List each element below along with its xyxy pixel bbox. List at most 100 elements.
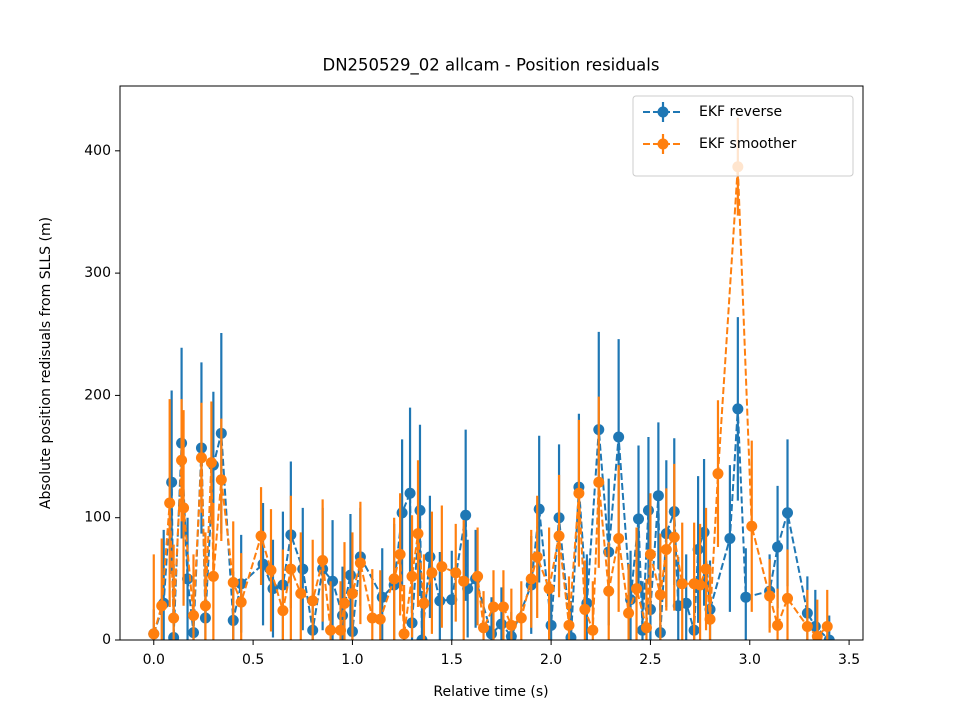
marker: [680, 597, 692, 609]
marker: [164, 497, 176, 509]
marker: [374, 613, 386, 625]
marker: [478, 622, 490, 634]
marker: [317, 555, 329, 567]
marker: [335, 624, 347, 636]
marker: [156, 600, 168, 612]
marker: [205, 457, 217, 469]
marker: [458, 575, 470, 587]
x-axis-label: Relative time (s): [433, 684, 548, 700]
marker: [346, 588, 358, 600]
marker: [652, 490, 664, 502]
x-tick-label: 1.5: [441, 652, 463, 668]
marker: [676, 578, 688, 590]
marker: [215, 474, 227, 486]
marker: [644, 548, 656, 560]
x-tick-label: 3.0: [739, 652, 761, 668]
marker: [388, 573, 400, 585]
marker: [436, 561, 448, 573]
marker: [573, 487, 585, 499]
marker: [668, 531, 680, 543]
marker: [354, 557, 366, 569]
marker: [633, 513, 645, 525]
marker: [587, 624, 599, 636]
marker: [497, 601, 509, 613]
marker: [195, 452, 207, 464]
marker: [398, 628, 410, 640]
marker: [168, 612, 180, 624]
series-line: [152, 166, 828, 638]
marker: [531, 551, 543, 563]
marker: [811, 630, 823, 640]
marker: [188, 610, 200, 622]
marker: [613, 532, 625, 544]
marker: [426, 567, 438, 579]
marker: [704, 613, 716, 625]
marker: [412, 528, 424, 540]
marker: [199, 600, 211, 612]
marker: [700, 563, 712, 575]
marker: [631, 583, 643, 595]
marker: [235, 596, 247, 608]
marker: [515, 612, 527, 624]
marker: [450, 567, 462, 579]
y-tick-label: 100: [84, 510, 111, 526]
x-tick-label: 0.0: [143, 652, 165, 668]
marker: [297, 563, 309, 575]
marker: [227, 577, 239, 589]
marker: [285, 563, 297, 575]
marker: [207, 570, 219, 582]
marker: [166, 476, 178, 488]
marker: [821, 621, 833, 633]
marker: [724, 532, 736, 544]
legend-label: EKF reverse: [699, 104, 782, 120]
marker: [694, 579, 706, 591]
marker: [603, 585, 615, 597]
legend-marker: [657, 106, 669, 118]
marker: [394, 548, 406, 560]
x-tick-label: 2.0: [540, 652, 562, 668]
legend: EKF reverse EKF smoother: [632, 95, 854, 177]
marker: [178, 502, 190, 514]
y-tick-label: 0: [102, 632, 111, 648]
marker: [406, 570, 418, 582]
marker: [277, 605, 289, 617]
marker: [772, 619, 784, 631]
marker: [487, 601, 499, 613]
marker: [327, 575, 339, 587]
marker: [265, 564, 277, 576]
chart-title: DN250529_02 allcam - Position residuals: [323, 56, 660, 76]
marker: [782, 592, 794, 604]
marker: [307, 595, 319, 607]
marker: [563, 619, 575, 631]
y-tick-label: 200: [84, 387, 111, 403]
marker: [642, 504, 654, 516]
marker: [148, 628, 160, 640]
marker: [801, 621, 813, 633]
marker: [545, 619, 557, 631]
axes-frame: [119, 85, 864, 641]
marker: [404, 487, 416, 499]
marker: [414, 504, 426, 516]
marker: [525, 573, 537, 585]
marker: [613, 431, 625, 443]
marker: [782, 507, 794, 519]
marker: [396, 507, 408, 519]
plot-area: [148, 117, 835, 640]
marker: [623, 607, 635, 619]
marker: [654, 589, 666, 601]
y-axis-label: Absolute position redisuals from SLLS (m…: [38, 217, 54, 509]
x-tick-label: 0.5: [242, 652, 264, 668]
marker: [295, 588, 307, 600]
marker: [434, 595, 446, 607]
marker: [338, 597, 350, 609]
marker: [553, 530, 565, 542]
marker: [660, 544, 672, 556]
marker: [325, 624, 337, 636]
marker: [533, 503, 545, 515]
marker: [460, 509, 472, 521]
marker: [495, 618, 507, 630]
marker: [505, 619, 517, 631]
marker: [418, 597, 430, 609]
marker: [579, 603, 591, 615]
